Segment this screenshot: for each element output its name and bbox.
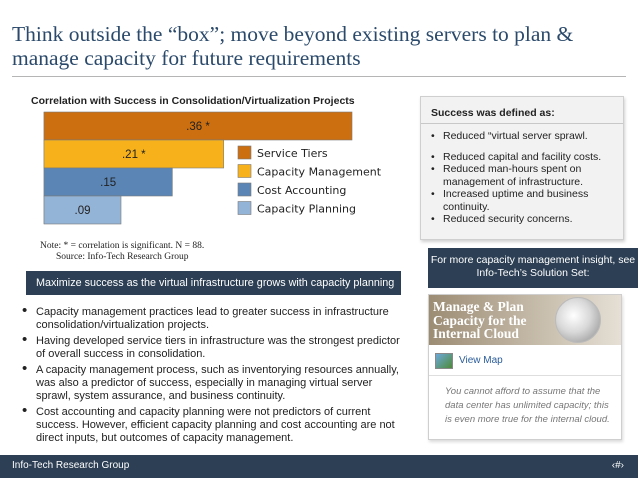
view-map-link[interactable]: View Map xyxy=(459,355,503,366)
chart-note: Note: * = correlation is significant. N … xyxy=(40,241,205,251)
legend-swatch xyxy=(237,145,252,160)
bars-group: .36 * .21 * .15 .09 xyxy=(43,111,353,225)
body-point: Capacity management practices lead to gr… xyxy=(22,304,402,332)
chart-title: Correlation with Success in Consolidatio… xyxy=(31,95,355,107)
map-icon[interactable] xyxy=(435,353,453,369)
body-point: Having developed service tiers in infras… xyxy=(22,333,402,361)
solution-set-card[interactable]: Manage & Plan Capacity for the Internal … xyxy=(428,294,622,440)
promo-description: You cannot afford to assume that the dat… xyxy=(445,386,610,425)
more-insight-banner: For more capacity management insight, se… xyxy=(428,248,638,288)
bar-2 xyxy=(43,167,173,197)
footer: Info-Tech Research Group ‹#› xyxy=(0,455,638,478)
body-point: Cost accounting and capacity planning we… xyxy=(22,404,402,445)
bar-chart: .36 * .21 * .15 .09 Service Tiers Capacity M… xyxy=(43,111,382,225)
legend-label: Capacity Management xyxy=(257,166,382,179)
bar-value-label: .21 * xyxy=(122,149,146,161)
footer-brand: Info-Tech Research Group xyxy=(12,460,130,471)
legend-swatch xyxy=(237,182,252,197)
bar-3 xyxy=(43,195,122,225)
success-item: Reduced security concerns. xyxy=(431,213,613,226)
success-item: Reduced capital and facility costs. xyxy=(431,151,613,164)
bar-value-label: .15 xyxy=(100,177,116,189)
section-banner: Maximize success as the virtual infrastr… xyxy=(26,271,401,295)
chart-source: Source: Info-Tech Research Group xyxy=(56,252,189,262)
legend-label: Cost Accounting xyxy=(257,184,346,197)
slide-number: ‹#› xyxy=(611,460,624,471)
promo-divider xyxy=(429,375,621,376)
legend-label: Capacity Planning xyxy=(257,203,356,216)
bar-value-label: .36 * xyxy=(186,121,210,133)
bar-value-label: .09 xyxy=(75,205,91,217)
promo-title: Manage & Plan Capacity for the Internal … xyxy=(433,299,527,341)
success-divider xyxy=(421,123,623,124)
success-item: Reduced “virtual server sprawl. xyxy=(431,130,613,143)
slide-title: Think outside the “box”; move beyond exi… xyxy=(12,22,574,70)
success-item: Increased uptime and business continuity… xyxy=(431,188,613,213)
legend-swatch xyxy=(237,164,252,178)
legend-group: Service Tiers Capacity Management Cost Acc… xyxy=(237,145,382,216)
globe-icon xyxy=(555,297,601,343)
success-list: Reduced “virtual server sprawl. Reduced … xyxy=(431,130,613,226)
success-heading: Success was defined as: xyxy=(431,107,555,119)
body-point: A capacity management process, such as i… xyxy=(22,362,402,403)
title-divider xyxy=(12,76,626,77)
legend-swatch xyxy=(237,201,252,215)
body-points: Capacity management practices lead to gr… xyxy=(22,304,402,448)
success-definition-box: Success was defined as: Reduced “virtual… xyxy=(420,96,624,240)
legend-label: Service Tiers xyxy=(257,147,328,160)
success-item: Reduced man-hours spent on management of… xyxy=(431,163,613,188)
